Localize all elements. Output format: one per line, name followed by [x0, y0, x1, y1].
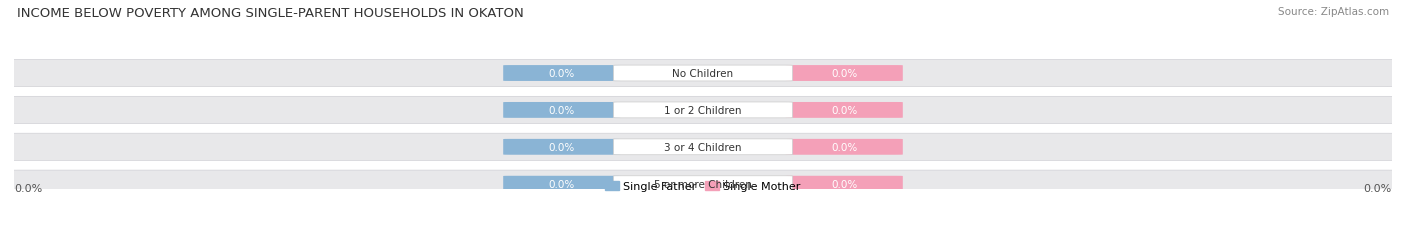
Text: 3 or 4 Children: 3 or 4 Children: [664, 142, 742, 152]
Text: No Children: No Children: [672, 69, 734, 79]
Text: 0.0%: 0.0%: [831, 179, 858, 189]
FancyBboxPatch shape: [7, 97, 1399, 124]
FancyBboxPatch shape: [503, 103, 620, 118]
FancyBboxPatch shape: [613, 176, 793, 192]
Legend: Single Father, Single Mother: Single Father, Single Mother: [600, 177, 806, 196]
Text: 0.0%: 0.0%: [831, 142, 858, 152]
Text: 0.0%: 0.0%: [831, 106, 858, 116]
FancyBboxPatch shape: [503, 66, 620, 82]
FancyBboxPatch shape: [613, 66, 793, 82]
Text: 0.0%: 0.0%: [548, 69, 575, 79]
FancyBboxPatch shape: [786, 103, 903, 118]
Text: Source: ZipAtlas.com: Source: ZipAtlas.com: [1278, 7, 1389, 17]
Text: 5 or more Children: 5 or more Children: [654, 179, 752, 189]
FancyBboxPatch shape: [613, 139, 793, 155]
Text: 0.0%: 0.0%: [548, 179, 575, 189]
Text: INCOME BELOW POVERTY AMONG SINGLE-PARENT HOUSEHOLDS IN OKATON: INCOME BELOW POVERTY AMONG SINGLE-PARENT…: [17, 7, 523, 20]
FancyBboxPatch shape: [7, 170, 1399, 198]
FancyBboxPatch shape: [7, 134, 1399, 161]
Text: 0.0%: 0.0%: [831, 69, 858, 79]
FancyBboxPatch shape: [613, 103, 793, 118]
FancyBboxPatch shape: [503, 176, 620, 192]
FancyBboxPatch shape: [786, 139, 903, 155]
FancyBboxPatch shape: [503, 139, 620, 155]
Text: 1 or 2 Children: 1 or 2 Children: [664, 106, 742, 116]
FancyBboxPatch shape: [7, 60, 1399, 87]
Text: 0.0%: 0.0%: [1364, 183, 1392, 193]
FancyBboxPatch shape: [786, 176, 903, 192]
Text: 0.0%: 0.0%: [14, 183, 42, 193]
Text: 0.0%: 0.0%: [548, 106, 575, 116]
FancyBboxPatch shape: [786, 66, 903, 82]
Text: 0.0%: 0.0%: [548, 142, 575, 152]
